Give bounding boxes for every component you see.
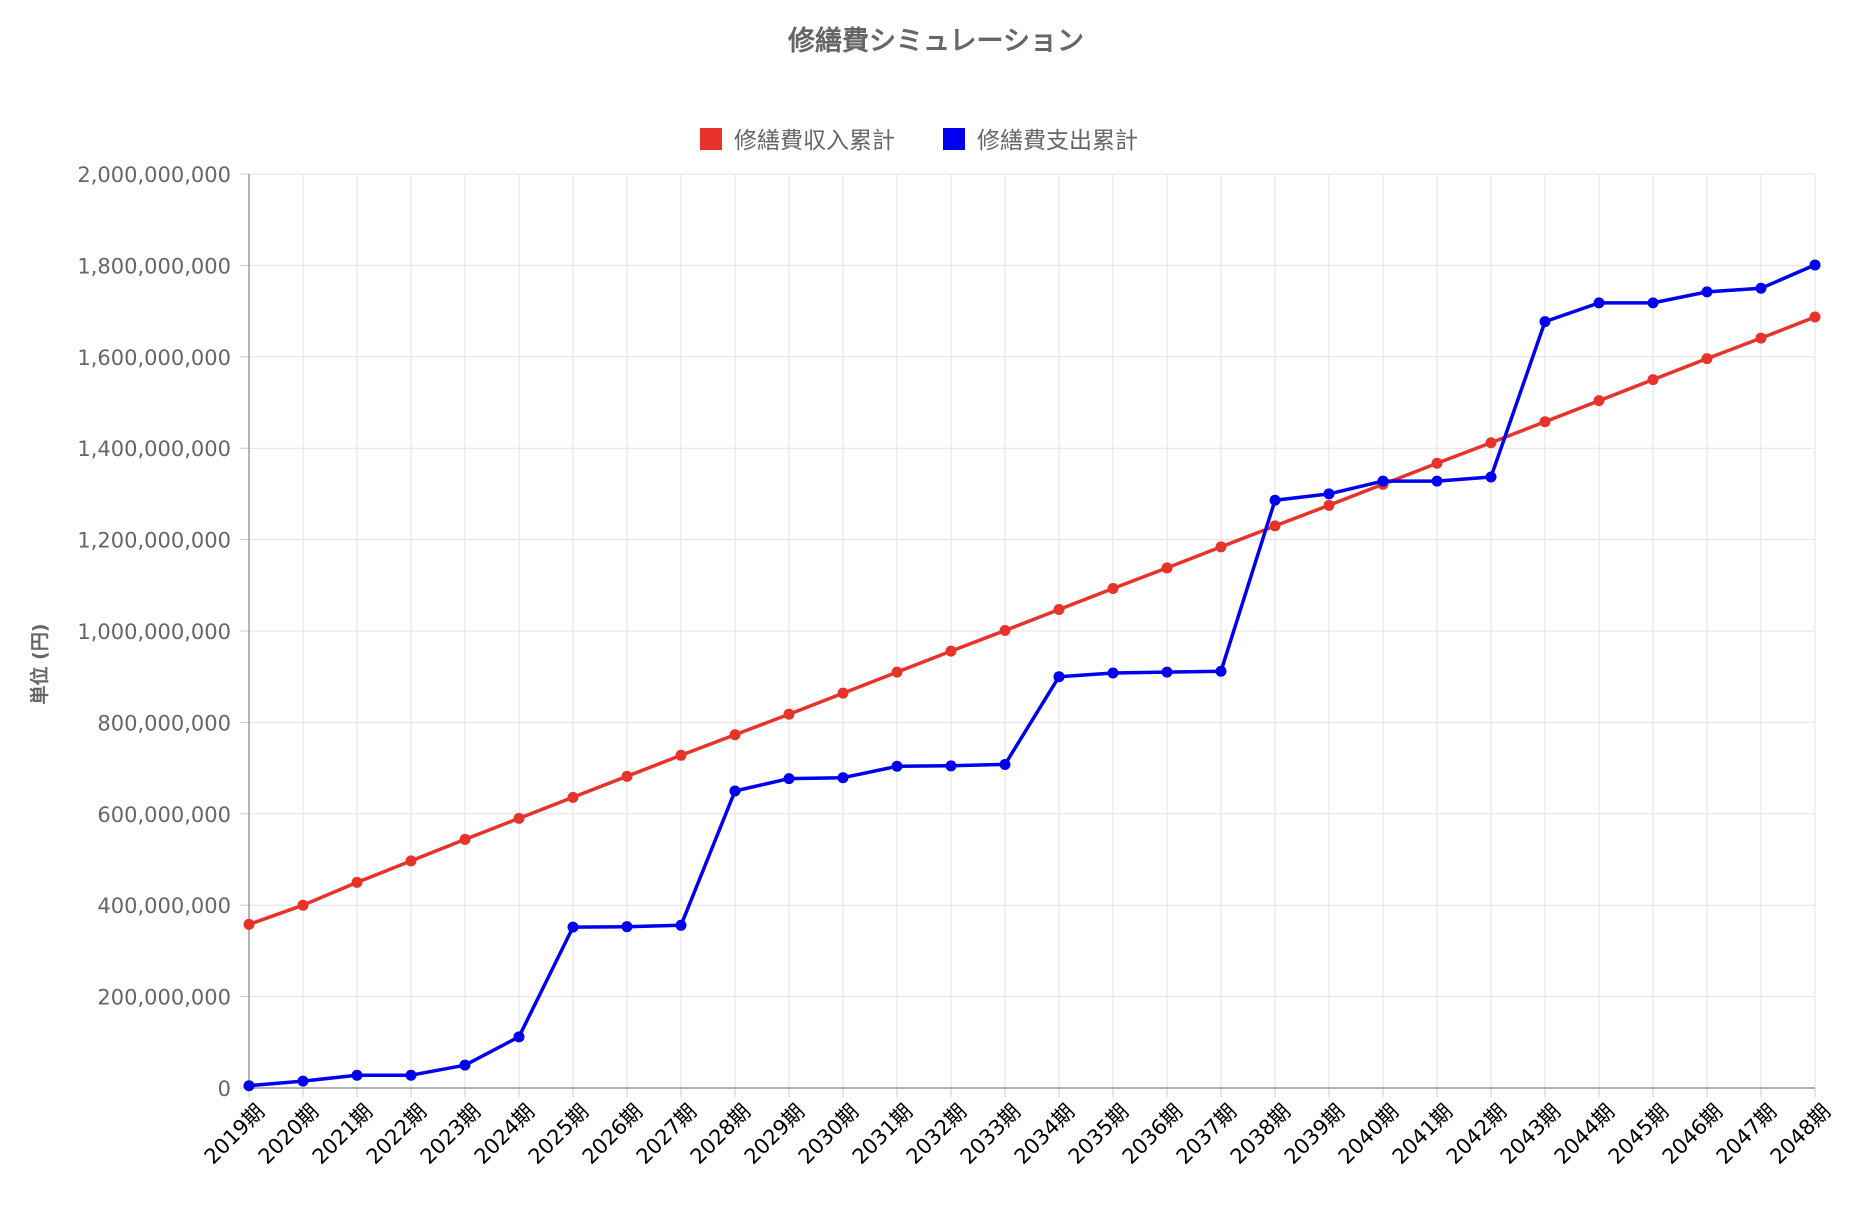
legend-label-expense: 修繕費支出累計 — [977, 128, 1138, 154]
data-point[interactable] — [459, 1059, 471, 1071]
data-point[interactable] — [783, 708, 795, 720]
series-line — [248, 315, 1816, 927]
data-point[interactable] — [1323, 488, 1335, 500]
legend-swatch-income — [700, 128, 722, 150]
data-point[interactable] — [513, 1031, 525, 1043]
data-point[interactable] — [405, 855, 417, 867]
data-point[interactable] — [1593, 395, 1605, 407]
data-point[interactable] — [1053, 671, 1065, 683]
data-point[interactable] — [783, 773, 795, 785]
data-point[interactable] — [1647, 297, 1659, 309]
legend-item-expense[interactable]: 修繕費支出累計 — [943, 128, 1138, 154]
data-point[interactable] — [621, 921, 633, 933]
data-point[interactable] — [1431, 475, 1443, 487]
grid — [240, 173, 1816, 1097]
data-point[interactable] — [621, 770, 633, 782]
data-point[interactable] — [999, 625, 1011, 637]
data-point[interactable] — [567, 921, 579, 933]
series-0 — [243, 311, 1821, 930]
x-axis-ticks: 2019期2020期2021期2022期2023期2024期2025期2026期… — [200, 1099, 1836, 1169]
data-point[interactable] — [513, 812, 525, 824]
data-point[interactable] — [1485, 471, 1497, 483]
data-point[interactable] — [1107, 582, 1119, 594]
y-tick-label: 2,000,000,000 — [77, 163, 231, 187]
data-point[interactable] — [675, 749, 687, 761]
x-tick-label: 2048期 — [1766, 1099, 1836, 1169]
y-axis-label: 単位 (円) — [28, 624, 51, 705]
data-point[interactable] — [1539, 316, 1551, 328]
series-line — [248, 263, 1816, 1088]
data-point[interactable] — [1053, 604, 1065, 616]
data-point[interactable] — [729, 729, 741, 741]
data-point[interactable] — [1593, 297, 1605, 309]
y-axis-ticks: 0 200,000,000 400,000,000 600,000,000 800,00… — [77, 163, 231, 1101]
data-point[interactable] — [1809, 259, 1821, 271]
legend-item-income[interactable]: 修繕費収入累計 — [700, 128, 895, 154]
data-point[interactable] — [351, 1069, 363, 1081]
y-tick-label: 1,400,000,000 — [77, 437, 231, 461]
data-point[interactable] — [1269, 494, 1281, 506]
data-point[interactable] — [1485, 437, 1497, 449]
series — [243, 259, 1821, 1092]
data-point[interactable] — [567, 791, 579, 803]
data-point[interactable] — [405, 1069, 417, 1081]
chart-title: 修繕費シミュレーション — [787, 25, 1084, 57]
data-point[interactable] — [1161, 666, 1173, 678]
data-point[interactable] — [459, 833, 471, 845]
y-tick-label: 200,000,000 — [97, 986, 231, 1010]
data-point[interactable] — [729, 785, 741, 797]
data-point[interactable] — [999, 758, 1011, 770]
data-point[interactable] — [297, 1075, 309, 1087]
y-tick-label: 1,000,000,000 — [77, 620, 231, 644]
data-point[interactable] — [1107, 667, 1119, 679]
data-point[interactable] — [1377, 475, 1389, 487]
legend-label-income: 修繕費収入累計 — [734, 128, 895, 154]
legend-swatch-expense — [943, 128, 965, 150]
data-point[interactable] — [1323, 499, 1335, 511]
data-point[interactable] — [297, 899, 309, 911]
data-point[interactable] — [837, 687, 849, 699]
y-tick-label: 1,200,000,000 — [77, 529, 231, 553]
data-point[interactable] — [1269, 520, 1281, 532]
data-point[interactable] — [891, 666, 903, 678]
data-point[interactable] — [1539, 416, 1551, 428]
data-point[interactable] — [1431, 457, 1443, 469]
series-1 — [243, 259, 1821, 1092]
data-point[interactable] — [945, 760, 957, 772]
data-point[interactable] — [837, 772, 849, 784]
y-tick-label: 600,000,000 — [97, 803, 231, 827]
data-point[interactable] — [945, 645, 957, 657]
data-point[interactable] — [1701, 286, 1713, 298]
y-tick-label: 1,600,000,000 — [77, 346, 231, 370]
data-point[interactable] — [675, 919, 687, 931]
data-point[interactable] — [1161, 562, 1173, 574]
legend: 修繕費収入累計 修繕費支出累計 — [700, 128, 1138, 154]
data-point[interactable] — [1215, 541, 1227, 553]
data-point[interactable] — [891, 760, 903, 772]
y-tick-label: 400,000,000 — [97, 894, 231, 918]
y-tick-label: 1,800,000,000 — [77, 254, 231, 278]
data-point[interactable] — [243, 1080, 255, 1092]
y-tick-label: 0 — [218, 1077, 231, 1101]
data-point[interactable] — [351, 876, 363, 888]
data-point[interactable] — [1809, 311, 1821, 323]
y-tick-label: 800,000,000 — [97, 711, 231, 735]
data-point[interactable] — [1755, 332, 1767, 344]
data-point[interactable] — [1755, 282, 1767, 294]
data-point[interactable] — [1701, 353, 1713, 365]
data-point[interactable] — [1215, 665, 1227, 677]
data-point[interactable] — [243, 918, 255, 930]
axes — [248, 174, 1815, 1089]
data-point[interactable] — [1647, 374, 1659, 386]
